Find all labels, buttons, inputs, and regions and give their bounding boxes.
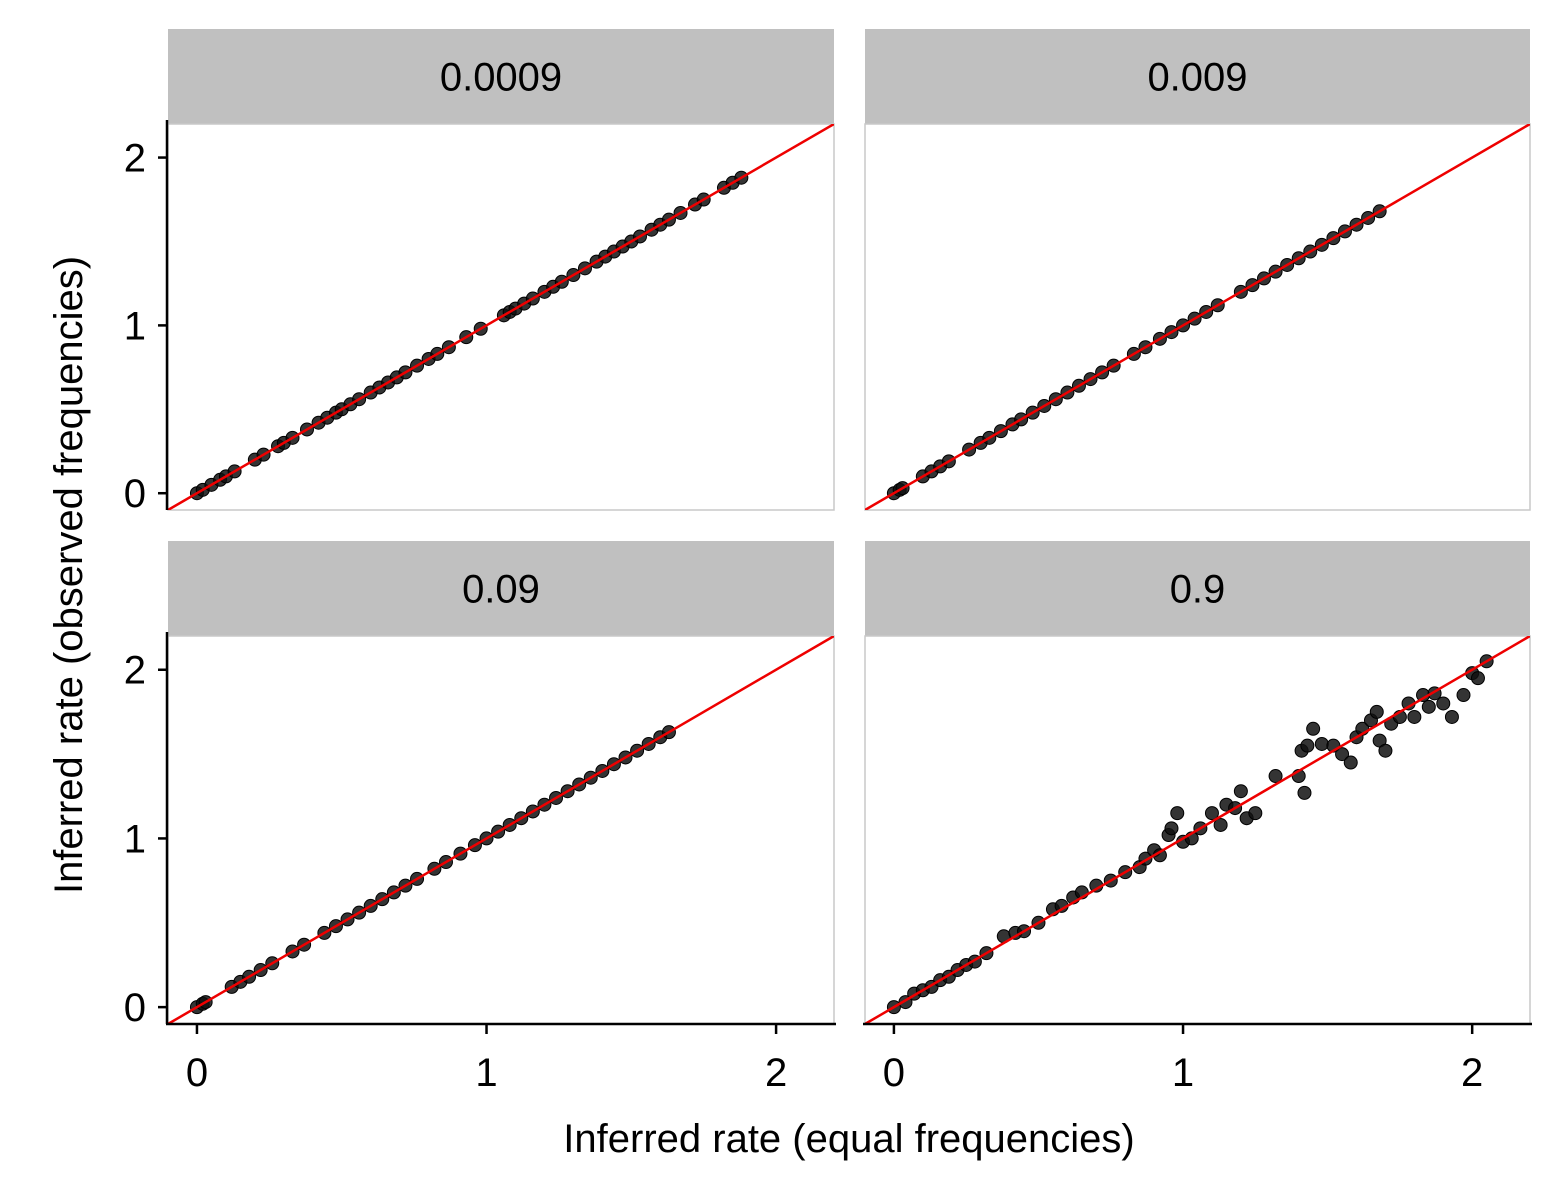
facet-strip-label: 0.0009 [440,56,562,100]
data-point [1436,696,1451,711]
data-point [1306,721,1321,736]
data-point [1314,736,1329,751]
y-tick-label: 1 [124,304,146,348]
data-point [1233,784,1248,799]
reference-line [168,636,834,1024]
data-point [1407,709,1422,724]
facet-strip-label: 0.09 [462,568,540,612]
facet-panel: 0.0009 [167,29,835,511]
reference-line [865,124,1530,510]
facet-panel: 0.9 [864,541,1531,1025]
x-tick-label: 0 [883,1051,905,1095]
data-point [1343,755,1358,770]
facet-strip-label: 0.009 [1147,56,1247,100]
x-tick-label: 1 [1172,1051,1194,1095]
x-tick-label: 0 [186,1051,208,1095]
x-axis: 0 1 2 [863,1022,1532,1095]
data-point [1164,821,1179,836]
data-point [1421,699,1436,714]
facet-panel: 0.09 [167,541,835,1025]
facet-strip [865,29,1530,124]
data-point [1369,704,1384,719]
y-axes: 0 1 2 0 1 2 [124,120,169,1030]
reference-line [168,124,834,510]
facet-strip-label: 0.9 [1170,568,1226,612]
data-point [1378,743,1393,758]
y-tick-label: 2 [124,649,146,693]
facet-strip [865,541,1530,636]
y-tick-label: 0 [124,986,146,1030]
panel-border [864,123,1531,511]
data-point [1335,747,1350,762]
y-tick-label: 2 [124,137,146,181]
data-point [1248,806,1263,821]
data-point [1268,769,1283,784]
x-axis: 0 1 2 [166,1022,836,1095]
data-point [1213,817,1228,832]
facet-strip [168,541,834,636]
facet-strip [168,29,834,124]
data-point [1456,688,1471,703]
y-tick-label: 0 [124,472,146,516]
facet-panel: 0.009 [864,29,1531,511]
x-tick-label: 2 [1461,1051,1483,1095]
data-point [1170,806,1185,821]
x-axes: 0 1 2 0 1 2 [166,1022,1532,1095]
data-point [1297,785,1312,800]
y-axis: 0 1 2 [124,120,169,516]
facet-panels: 0.0009 0.009 0.09 0.9 [167,29,1531,1025]
data-point [1300,738,1315,753]
data-point [1204,806,1219,821]
y-axis: 0 1 2 [124,632,169,1030]
data-point [1470,671,1485,686]
x-tick-label: 1 [475,1051,497,1095]
y-tick-label: 1 [124,817,146,861]
reference-line [865,636,1530,1024]
x-axis-title: Inferred rate (equal frequencies) [563,1117,1134,1161]
y-axis-title: Inferred rate (observed frequencies) [47,256,91,894]
data-point [1444,709,1459,724]
x-tick-label: 2 [765,1051,787,1095]
